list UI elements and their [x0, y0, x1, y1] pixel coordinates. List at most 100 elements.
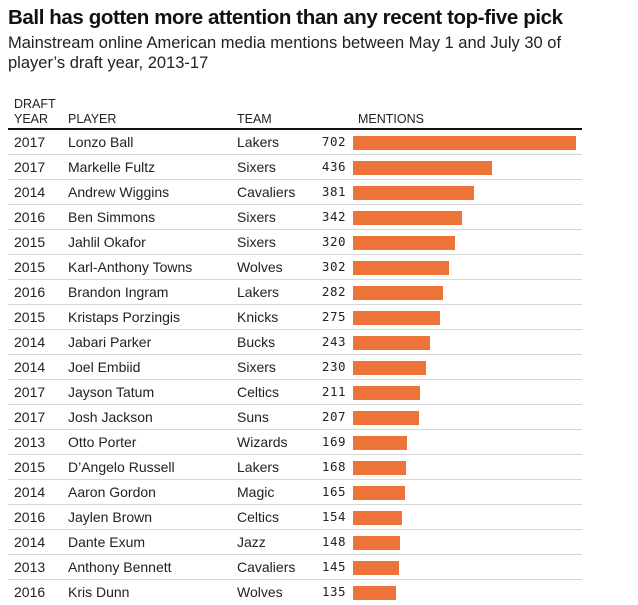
mentions-bar [353, 561, 400, 575]
draft-year: 2015 [14, 309, 46, 325]
player-name: Markelle Fultz [68, 159, 156, 175]
mentions-value: 243 [321, 334, 346, 349]
column-header-year-line1: DRAFT [14, 97, 56, 111]
player-name: Andrew Wiggins [68, 184, 170, 200]
mentions-bar [353, 486, 406, 500]
table-row: 2015 Jahlil Okafor Sixers 320 [8, 230, 582, 255]
draft-year: 2013 [14, 559, 46, 575]
table-row: 2017 Markelle Fultz Sixers 436 [8, 155, 582, 180]
table-row: 2017 Lonzo Ball Lakers 702 [8, 130, 582, 155]
mentions-bar [353, 311, 441, 325]
player-name: Otto Porter [68, 434, 137, 450]
draft-year: 2014 [14, 184, 46, 200]
mentions-value: 275 [321, 309, 346, 324]
player-name: Jayson Tatum [68, 384, 155, 400]
mentions-value: 230 [321, 359, 346, 374]
team-name: Sixers [237, 359, 276, 375]
draft-year: 2014 [14, 484, 46, 500]
team-name: Sixers [237, 234, 276, 250]
mentions-bar [353, 211, 462, 225]
table-row: 2015 D’Angelo Russell Lakers 168 [8, 455, 582, 480]
team-name: Celtics [237, 509, 280, 525]
mentions-value: 436 [321, 159, 346, 174]
player-name: Lonzo Ball [68, 134, 134, 150]
draft-year: 2014 [14, 359, 46, 375]
mentions-bar [353, 536, 400, 550]
mentions-value: 165 [321, 484, 346, 499]
mentions-value: 169 [321, 434, 346, 449]
draft-year: 2013 [14, 434, 46, 450]
team-name: Celtics [237, 384, 280, 400]
player-name: Josh Jackson [68, 409, 153, 425]
draft-year: 2016 [14, 509, 46, 525]
team-name: Sixers [237, 159, 276, 175]
player-name: Kris Dunn [68, 584, 130, 600]
team-name: Sixers [237, 209, 276, 225]
player-name: Ben Simmons [68, 209, 156, 225]
draft-year: 2017 [14, 384, 46, 400]
mentions-bar [353, 411, 419, 425]
mentions-value: 320 [321, 234, 346, 249]
team-name: Cavaliers [237, 184, 296, 200]
mentions-value: 211 [321, 384, 346, 399]
draft-year: 2014 [14, 534, 46, 550]
table-row: 2014 Dante Exum Jazz 148 [8, 530, 582, 555]
table-row: 2016 Jaylen Brown Celtics 154 [8, 505, 582, 530]
chart-title: Ball has gotten more attention than any … [8, 6, 563, 29]
team-name: Magic [237, 484, 275, 500]
player-name: Anthony Bennett [68, 559, 172, 575]
table-row: 2016 Ben Simmons Sixers 342 [8, 205, 582, 230]
mentions-value: 207 [321, 409, 346, 424]
mentions-value: 168 [321, 459, 346, 474]
player-name: Jabari Parker [68, 334, 152, 350]
mentions-value: 702 [321, 134, 346, 149]
mentions-bar [353, 586, 396, 600]
chart-subtitle: Mainstream online American media mention… [8, 34, 562, 72]
player-name: Jahlil Okafor [68, 234, 146, 250]
table-row: 2013 Anthony Bennett Cavaliers 145 [8, 555, 582, 580]
mentions-value: 302 [321, 259, 346, 274]
team-name: Knicks [237, 309, 279, 325]
mentions-bar [353, 511, 402, 525]
team-name: Lakers [237, 134, 280, 150]
player-name: Joel Embiid [68, 359, 141, 375]
table-row: 2014 Jabari Parker Bucks 243 [8, 330, 582, 355]
team-name: Jazz [237, 534, 266, 550]
mentions-bar [353, 361, 427, 375]
mentions-value: 148 [321, 534, 346, 549]
table-row: 2017 Jayson Tatum Celtics 211 [8, 380, 582, 405]
draft-year: 2017 [14, 134, 46, 150]
player-name: Aaron Gordon [68, 484, 156, 500]
table-row: 2016 Kris Dunn Wolves 135 [8, 580, 582, 605]
team-name: Wizards [237, 434, 288, 450]
mentions-bar [353, 236, 455, 250]
table-row: 2015 Kristaps Porzingis Knicks 275 [8, 305, 582, 330]
player-name: Jaylen Brown [68, 509, 153, 525]
team-name: Wolves [237, 259, 283, 275]
team-name: Suns [237, 409, 269, 425]
mentions-bar [353, 286, 443, 300]
player-name: Karl-Anthony Towns [68, 259, 193, 275]
table-row: 2016 Brandon Ingram Lakers 282 [8, 280, 582, 305]
table-row: 2014 Andrew Wiggins Cavaliers 381 [8, 180, 582, 205]
team-name: Lakers [237, 459, 280, 475]
mentions-bar [353, 336, 431, 350]
mentions-value: 381 [321, 184, 346, 199]
team-name: Lakers [237, 284, 280, 300]
mentions-value: 135 [321, 584, 346, 599]
table-row: 2015 Karl-Anthony Towns Wolves 302 [8, 255, 582, 280]
team-name: Cavaliers [237, 559, 296, 575]
column-header-team: TEAM [237, 112, 272, 126]
table-row: 2014 Aaron Gordon Magic 165 [8, 480, 582, 505]
mentions-bar [353, 161, 492, 175]
draft-year: 2015 [14, 259, 46, 275]
mentions-value: 342 [321, 209, 346, 224]
mentions-bar [353, 261, 449, 275]
player-name: D’Angelo Russell [68, 459, 175, 475]
mentions-bar [353, 386, 421, 400]
table-row: 2017 Josh Jackson Suns 207 [8, 405, 582, 430]
column-header-year-line2: YEAR [14, 112, 49, 126]
draft-year: 2016 [14, 284, 46, 300]
draft-year: 2016 [14, 584, 46, 600]
draft-year: 2014 [14, 334, 46, 350]
